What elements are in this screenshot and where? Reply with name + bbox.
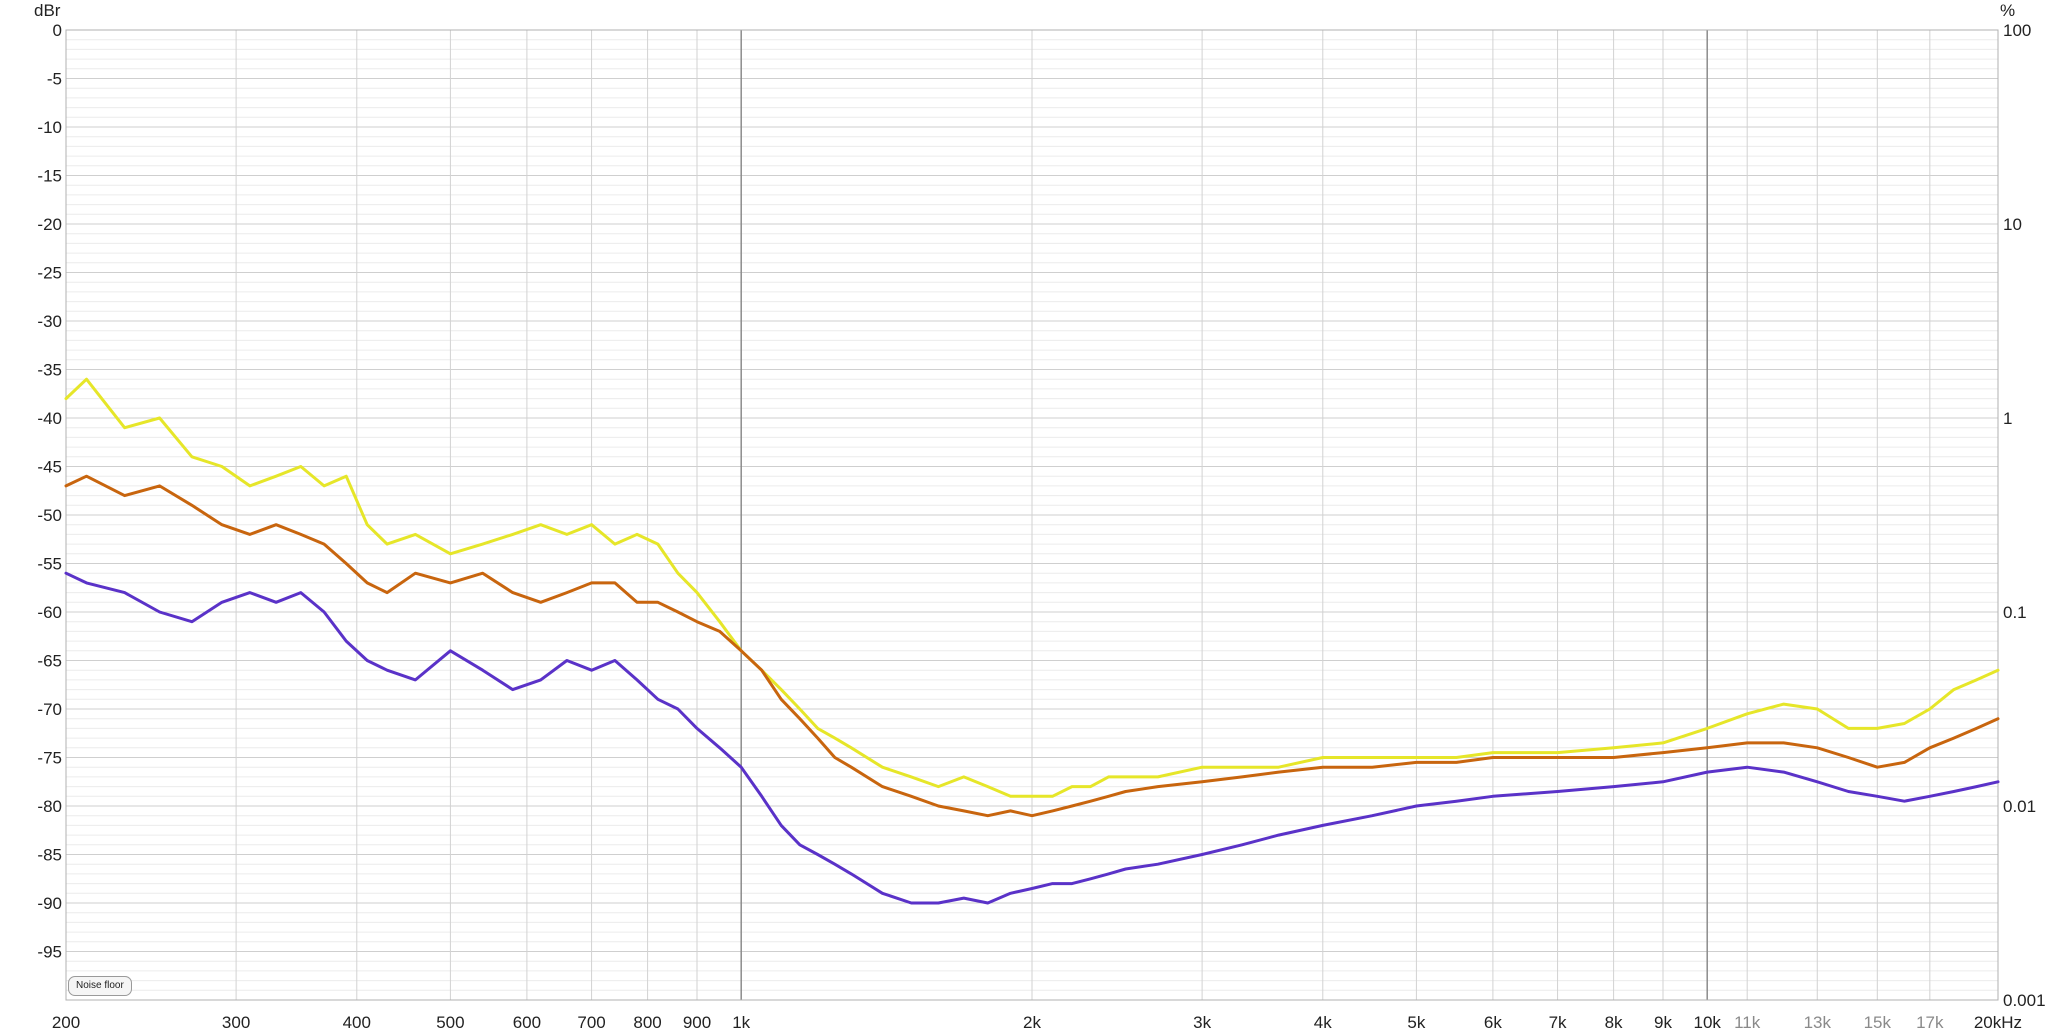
y-tick-label: -90 (37, 894, 62, 913)
y-unit-left: dBr (34, 1, 61, 20)
y-tick-label: -30 (37, 312, 62, 331)
y-tick-label: -25 (37, 264, 62, 283)
y-right-tick-label: 100 (2003, 21, 2031, 40)
y-tick-label: -40 (37, 409, 62, 428)
y-tick-label: -80 (37, 797, 62, 816)
grid (65, 29, 1999, 1001)
y-tick-label: -95 (37, 943, 62, 962)
y-axis-right: 100 10 1 0.1 0.01 0.001 (2003, 21, 2046, 1010)
series-line-1 (64, 377, 2000, 798)
x-tick-label: 3k (1193, 1013, 1211, 1032)
x-axis: 200 300 400 500 600 700 800 900 1k 2k 3k 4k 5k 6k 7k 8k… (52, 1013, 2022, 1032)
y-tick-label: -85 (37, 846, 62, 865)
plot-border (65, 29, 1999, 1001)
x-tick-label: 900 (683, 1013, 711, 1032)
y-unit-right: % (2000, 1, 2015, 20)
y-tick-label: 0 (53, 21, 62, 40)
y-tick-label: -15 (37, 167, 62, 186)
y-axis-left: 0 -5 -10 -15 -20 -25 -30 -35 -40 -45 -50 -55 -60 -65 -… (37, 21, 62, 962)
y-tick-label: -10 (37, 118, 62, 137)
x-tick-label: 8k (1605, 1013, 1623, 1032)
series-line-3 (64, 571, 2000, 905)
y-tick-label: -70 (37, 700, 62, 719)
y-right-tick-label: 10 (2003, 215, 2022, 234)
x-tick-label: 400 (343, 1013, 371, 1032)
x-tick-label: 15k (1864, 1013, 1892, 1032)
y-tick-label: -65 (37, 652, 62, 671)
y-tick-label: -55 (37, 555, 62, 574)
y-right-tick-label: 0.1 (2003, 603, 2027, 622)
x-tick-label: 11k (1734, 1013, 1761, 1032)
x-tick-label: 10k (1693, 1013, 1721, 1032)
y-right-tick-label: 0.001 (2003, 991, 2046, 1010)
x-tick-label: 200 (52, 1013, 80, 1032)
x-tick-label: 20kHz (1974, 1013, 2022, 1032)
x-tick-label: 500 (436, 1013, 464, 1032)
x-tick-label: 5k (1407, 1013, 1425, 1032)
x-tick-label: 7k (1549, 1013, 1567, 1032)
x-tick-label: 600 (513, 1013, 541, 1032)
y-tick-label: -45 (37, 458, 62, 477)
x-tick-label: 9k (1654, 1013, 1672, 1032)
x-tick-label: 17k (1916, 1013, 1944, 1032)
y-tick-label: -35 (37, 361, 62, 380)
x-tick-label: 300 (222, 1013, 250, 1032)
series-line-2 (64, 474, 2000, 818)
x-tick-label: 700 (577, 1013, 605, 1032)
x-tick-label: 2k (1023, 1013, 1041, 1032)
y-tick-label: -20 (37, 215, 62, 234)
noise-floor-button[interactable]: Noise floor (68, 976, 132, 996)
x-tick-label: 6k (1484, 1013, 1502, 1032)
series-group (64, 377, 2000, 905)
y-tick-label: -60 (37, 603, 62, 622)
y-right-tick-label: 0.01 (2003, 797, 2036, 816)
y-tick-label: -75 (37, 749, 62, 768)
x-tick-label: 800 (633, 1013, 661, 1032)
y-right-tick-label: 1 (2003, 409, 2012, 428)
x-tick-label: 1k (732, 1013, 750, 1032)
y-tick-label: -5 (47, 70, 62, 89)
x-tick-label: 13k (1804, 1013, 1832, 1032)
y-tick-label: -50 (37, 506, 62, 525)
x-tick-label: 4k (1314, 1013, 1332, 1032)
